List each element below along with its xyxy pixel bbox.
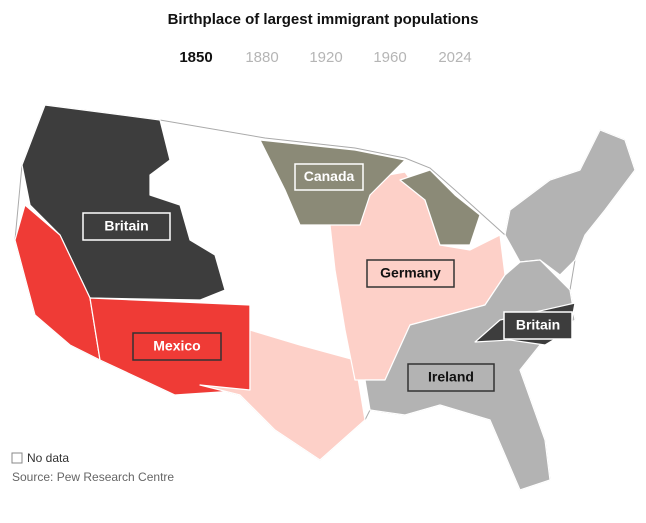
year-tabs: 1850 1880 1920 1960 2024: [179, 49, 471, 66]
year-tab[interactable]: 1960: [373, 49, 406, 66]
legend-swatch: [11, 452, 23, 464]
year-tab[interactable]: 1850: [179, 49, 212, 66]
region-name: Britain: [516, 317, 560, 333]
region-michigan: [399, 169, 481, 246]
legend-label: No data: [27, 451, 69, 465]
title: Birthplace of largest immigrant populati…: [168, 11, 479, 28]
region-label: Ireland: [407, 363, 495, 392]
region-name: Germany: [380, 265, 441, 281]
region-label: Britain: [82, 212, 171, 241]
region-name: Britain: [104, 218, 148, 234]
year-tab[interactable]: 1880: [245, 49, 278, 66]
region-texas: [199, 304, 366, 461]
year-tab[interactable]: 1920: [309, 49, 342, 66]
region-name: Canada: [304, 168, 355, 184]
region-northeast: [504, 129, 636, 276]
region-name: Ireland: [428, 369, 474, 385]
region-label: Britain: [503, 311, 573, 340]
region-britain-west: [21, 104, 226, 301]
year-tab[interactable]: 2024: [438, 49, 471, 66]
region-california: [14, 204, 101, 361]
source: Source: Pew Research Centre: [12, 470, 174, 484]
region-name: Mexico: [153, 338, 200, 354]
map: [14, 104, 636, 491]
region-label: Canada: [294, 163, 364, 191]
region-label: Germany: [366, 259, 455, 288]
region-label: Mexico: [132, 332, 222, 361]
